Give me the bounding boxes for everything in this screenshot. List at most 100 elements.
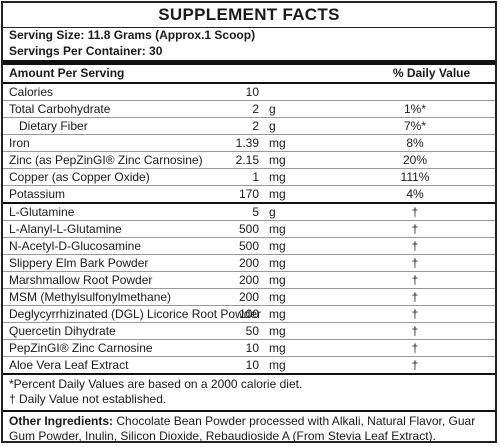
row-daily-value: 8% <box>406 136 424 150</box>
row-name: Zinc (as PepZinGI® Zinc Carnosine) <box>9 153 203 167</box>
thick-divider <box>3 60 495 65</box>
row-amount: 10 <box>245 358 259 372</box>
nutrient-rows: Calories 10 Total Carbohydrate 2 g 1%* Dietary… <box>3 84 495 202</box>
row-amount: 200 <box>238 290 259 304</box>
row-name: Total Carbohydrate <box>9 102 111 116</box>
row-amount: 50 <box>245 324 259 338</box>
footer-divider <box>3 410 495 412</box>
row-name: L-Glutamine <box>9 205 75 219</box>
row-unit: mg <box>269 239 286 253</box>
row-amount: 2.15 <box>235 153 259 167</box>
row-name: Iron <box>9 136 30 150</box>
row-name: Calories <box>9 85 54 99</box>
row-name: PepZinGI® Zinc Carnosine <box>9 341 153 355</box>
row-amount: 200 <box>238 256 259 270</box>
row-unit: mg <box>269 307 286 321</box>
table-row: Dietary Fiber 2 g 7%* <box>3 118 495 135</box>
row-daily-value: † <box>411 222 419 236</box>
row-daily-value: 7%* <box>403 119 426 133</box>
table-row: MSM (Methylsulfonylmethane) 200 mg † <box>3 289 495 306</box>
row-daily-value: 111% <box>400 170 430 184</box>
row-amount: 170 <box>238 187 259 201</box>
row-amount: 2 <box>252 102 259 116</box>
row-name: Aloe Vera Leaf Extract <box>9 358 129 372</box>
row-name: L-Alanyl-L-Glutamine <box>9 222 122 236</box>
row-amount: 200 <box>238 273 259 287</box>
row-daily-value: † <box>411 239 419 253</box>
daily-value-header: % Daily Value <box>392 66 471 80</box>
row-name: Copper (as Copper Oxide) <box>9 170 150 184</box>
row-unit: mg <box>269 153 286 167</box>
row-name: Marshmallow Root Powder <box>9 273 153 287</box>
row-unit: mg <box>269 187 286 201</box>
row-daily-value: † <box>411 341 419 355</box>
serving-size: Serving Size: 11.8 Grams (Approx.1 Scoop… <box>9 28 256 42</box>
other-ingredients-label: Other Ingredients: <box>9 414 114 428</box>
row-unit: mg <box>269 273 286 287</box>
row-amount: 500 <box>238 239 259 253</box>
row-daily-value: † <box>411 324 419 338</box>
row-daily-value: 1%* <box>403 102 426 116</box>
table-row: Zinc (as PepZinGI® Zinc Carnosine) 2.15 mg… <box>3 152 495 169</box>
table-row: Total Carbohydrate 2 g 1%* <box>3 101 495 118</box>
row-name: Slippery Elm Bark Powder <box>9 256 149 270</box>
row-unit: mg <box>269 358 286 372</box>
row-daily-value: † <box>411 273 419 287</box>
footnote-dv: *Percent Daily Values are based on a 200… <box>9 377 303 391</box>
table-row: N-Acetyl-D-Glucosamine 500 mg † <box>3 238 495 255</box>
row-amount: 5 <box>252 205 259 219</box>
table-row: L-Alanyl-L-Glutamine 500 mg † <box>3 221 495 238</box>
table-row: Iron 1.39 mg 8% <box>3 135 495 152</box>
footnotes: *Percent Daily Values are based on a 200… <box>3 377 495 407</box>
row-amount: 2 <box>252 119 259 133</box>
panel-title: SUPPLEMENT FACTS <box>3 3 495 28</box>
amount-per-serving-header: Amount Per Serving <box>9 66 125 80</box>
row-daily-value: 20% <box>402 153 428 167</box>
row-name: Quercetin Dihydrate <box>9 324 116 338</box>
row-unit: mg <box>269 170 286 184</box>
row-daily-value: † <box>411 205 419 219</box>
row-unit: g <box>269 119 276 133</box>
table-row: L-Glutamine 5 g † <box>3 204 495 221</box>
row-unit: mg <box>269 136 286 150</box>
servings-per-container: Servings Per Container: 30 <box>9 44 163 58</box>
row-unit: g <box>269 205 276 219</box>
table-header: Amount Per Serving % Daily Value <box>3 65 495 84</box>
table-row: PepZinGI® Zinc Carnosine 10 mg † <box>3 340 495 357</box>
row-name: Deglycyrrhizinated (DGL) Licorice Root P… <box>9 307 262 321</box>
other-ingredients-text: Chocolate Bean Powder processed with Alk… <box>9 414 476 443</box>
row-unit: mg <box>269 341 286 355</box>
other-ingredients: Other Ingredients: Chocolate Bean Powder… <box>3 412 495 444</box>
row-daily-value: † <box>411 358 419 372</box>
row-daily-value: † <box>411 290 419 304</box>
row-unit: g <box>269 102 276 116</box>
section-divider <box>3 202 495 204</box>
row-unit: mg <box>269 324 286 338</box>
row-amount: 500 <box>238 222 259 236</box>
row-name: Potassium <box>9 187 66 201</box>
row-amount: 10 <box>245 85 259 99</box>
table-row: Copper (as Copper Oxide) 1 mg 111% <box>3 169 495 186</box>
table-row: Quercetin Dihydrate 50 mg † <box>3 323 495 340</box>
table-row: Slippery Elm Bark Powder 200 mg † <box>3 255 495 272</box>
ingredient-rows: L-Glutamine 5 g † L-Alanyl-L-Glutamine 500 mg †… <box>3 204 495 373</box>
table-row: Marshmallow Root Powder 200 mg † <box>3 272 495 289</box>
row-name: N-Acetyl-D-Glucosamine <box>9 239 142 253</box>
row-daily-value: 4% <box>406 187 424 201</box>
row-amount: 100 <box>238 307 259 321</box>
table-row: Potassium 170 mg 4% <box>3 186 495 202</box>
table-row: Aloe Vera Leaf Extract 10 mg † <box>3 357 495 373</box>
row-daily-value: † <box>411 307 419 321</box>
row-amount: 1.39 <box>235 136 259 150</box>
table-row: Deglycyrrhizinated (DGL) Licorice Root P… <box>3 306 495 323</box>
row-unit: mg <box>269 290 286 304</box>
row-unit: mg <box>269 256 286 270</box>
row-unit: mg <box>269 222 286 236</box>
row-daily-value: † <box>411 256 419 270</box>
table-row: Calories 10 <box>3 84 495 101</box>
footnote-dagger: † Daily Value not established. <box>9 392 167 406</box>
section-divider <box>3 373 495 375</box>
row-amount: 10 <box>245 341 259 355</box>
row-name: Dietary Fiber <box>19 119 88 133</box>
